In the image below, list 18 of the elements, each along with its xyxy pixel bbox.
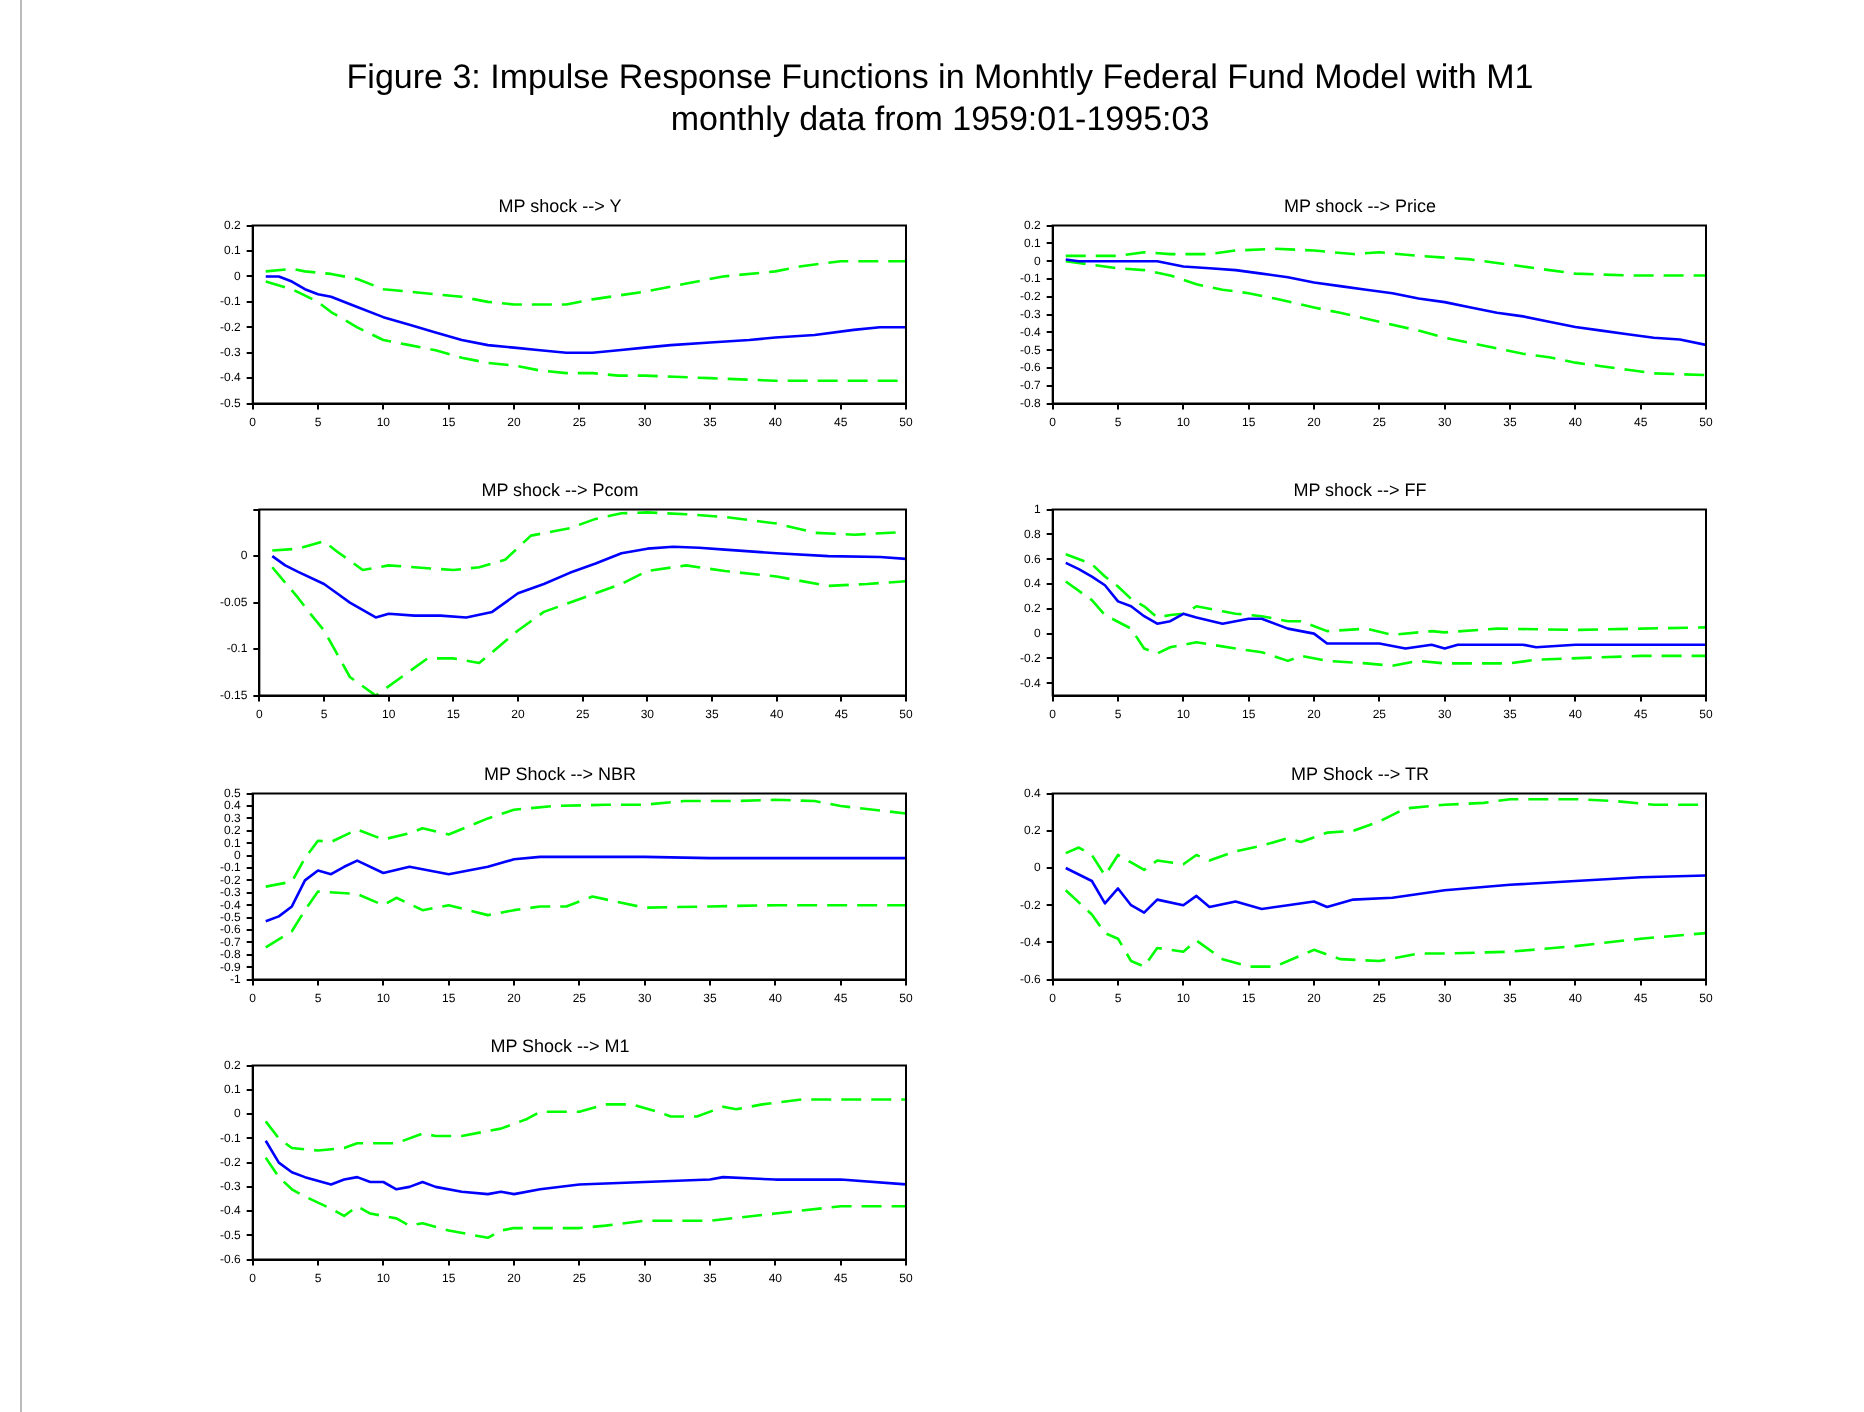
line-series — [264, 259, 906, 306]
line-series — [264, 1098, 906, 1152]
chart-title: MP shock --> Pcom — [481, 479, 639, 500]
line-series — [1064, 580, 1706, 668]
chart-title: MP Shock --> M1 — [490, 1035, 630, 1056]
line-series — [264, 890, 906, 949]
line-series — [1064, 552, 1706, 637]
line-series — [270, 564, 906, 696]
chart-title: MP Shock --> TR — [1291, 763, 1430, 784]
text: monthly data from 1959:01-1995:03 — [668, 98, 1212, 140]
line-series — [1064, 889, 1706, 968]
line-series — [264, 798, 906, 888]
chart-title: MP shock --> FF — [1293, 479, 1428, 500]
text: Figure 3: Impulse Response Functions in Monhtly Federal Fund Model with M1 — [344, 56, 1536, 98]
chart-title: MP shock --> Price — [1283, 195, 1437, 216]
line-series — [264, 1156, 906, 1240]
chart-title: MP Shock --> NBR — [483, 763, 638, 784]
chart-title: MP shock --> Y — [498, 195, 622, 216]
